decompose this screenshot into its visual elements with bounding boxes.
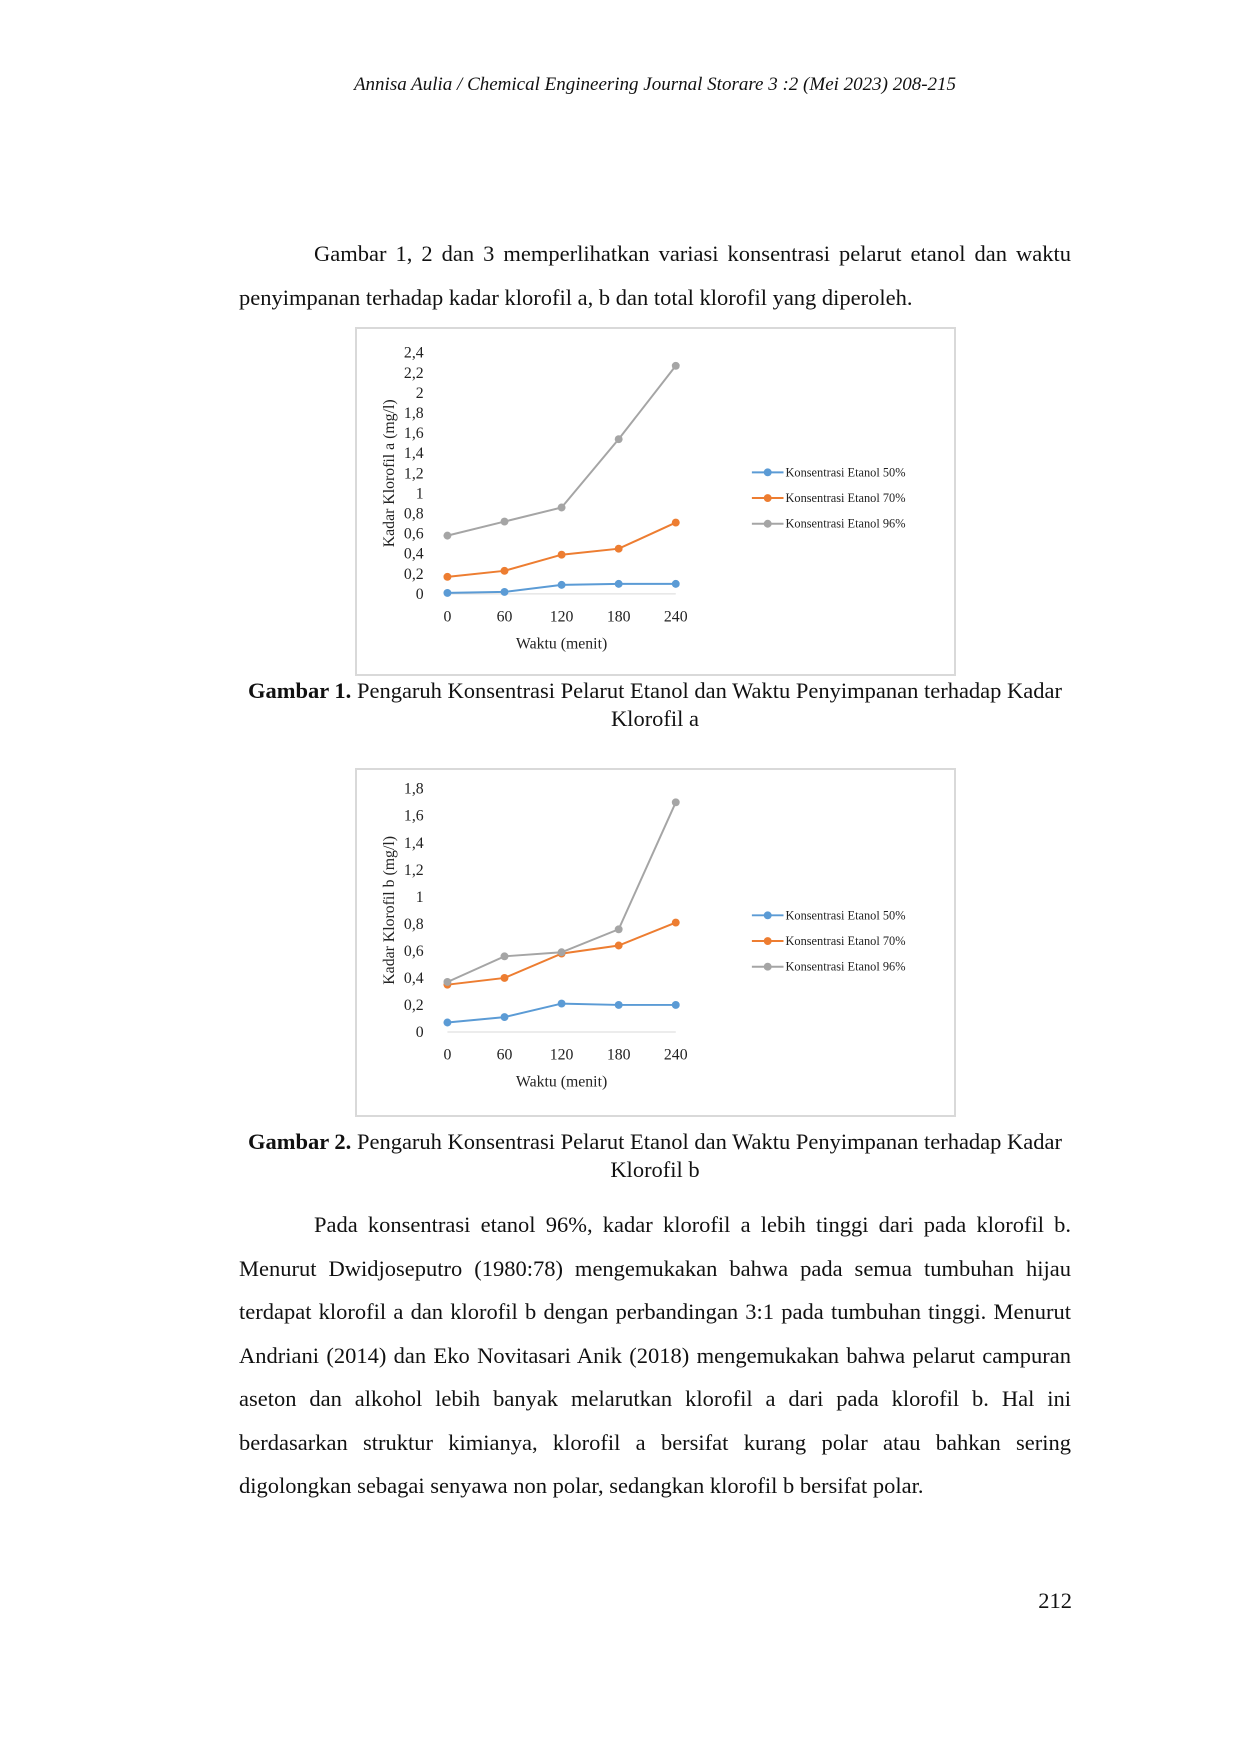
data-point [671, 918, 680, 927]
data-point [500, 973, 509, 982]
y-tick-label: 0 [416, 1024, 424, 1041]
data-point [557, 948, 566, 957]
y-tick-label: 1,2 [404, 862, 424, 879]
y-tick-label: 1,8 [404, 781, 424, 798]
data-point [443, 531, 452, 540]
x-tick-label: 60 [497, 609, 513, 626]
data-point [614, 925, 623, 934]
legend-label: Konsentrasi Etanol 50% [785, 465, 905, 479]
y-tick-label: 0,8 [404, 916, 424, 933]
y-tick-label: 0,8 [404, 505, 424, 522]
x-tick-label: 180 [607, 1047, 631, 1064]
x-axis-title: Waktu (menit) [516, 1073, 607, 1090]
y-tick-label: 0,6 [404, 526, 424, 543]
legend-marker [763, 494, 772, 502]
data-point [443, 1018, 452, 1027]
chart-1-svg: 0 0,2 0,4 0,6 0,8 1 1,2 1,4 1,6 1,8 2 2,2 2,4 0 60 120 1… [381, 345, 905, 653]
x-axis-title: Waktu (menit) [516, 635, 607, 652]
data-point [500, 1013, 509, 1022]
y-tick-label: 1,2 [404, 465, 424, 482]
y-tick-label: 2,4 [404, 345, 424, 362]
legend-marker [763, 937, 772, 945]
data-point [500, 952, 509, 961]
data-point [557, 580, 566, 589]
data-point [614, 544, 623, 553]
data-point [443, 588, 452, 597]
data-point [614, 579, 623, 588]
figure-2-caption: Gambar 2. Pengaruh Konsentrasi Pelarut E… [247, 1129, 1063, 1182]
data-point [614, 941, 623, 950]
legend-label: Konsentrasi Etanol 96% [785, 960, 905, 974]
y-tick-label: 0 [416, 586, 424, 603]
legend-marker [763, 911, 772, 920]
data-point [671, 579, 680, 588]
data-point [443, 572, 452, 581]
y-tick-label: 1,4 [404, 835, 424, 852]
legend-marker [763, 468, 772, 477]
legend-label: Konsentrasi Etanol 96% [785, 517, 905, 531]
y-tick-label: 1 [416, 485, 424, 502]
data-point [500, 566, 509, 575]
y-tick-label: 2,2 [404, 365, 424, 382]
y-tick-label: 2 [416, 385, 424, 402]
data-point [671, 518, 680, 527]
figure-2-chart: 0 0,2 0,4 0,6 0,8 1 1,2 1,4 1,6 1,8 0 60 120 180 240 Wa… [355, 768, 956, 1117]
legend-label: Konsentrasi Etanol 50% [785, 908, 905, 922]
data-point [557, 550, 566, 559]
legend-label: Konsentrasi Etanol 70% [785, 934, 905, 948]
legend-marker [763, 519, 772, 528]
data-point [500, 517, 509, 526]
running-header: Annisa Aulia / Chemical Engineering Jour… [353, 74, 957, 95]
data-point [443, 978, 452, 986]
y-tick-label: 0,4 [404, 970, 424, 987]
body-paragraph: Pada konsentrasi etanol 96%, kadar kloro… [239, 1212, 1071, 1498]
x-tick-label: 240 [664, 609, 688, 626]
data-point [671, 798, 680, 807]
x-tick-label: 0 [443, 1047, 451, 1064]
y-tick-label: 0,2 [404, 566, 424, 583]
y-tick-label: 1,8 [404, 405, 424, 422]
figure-1-caption: Gambar 1. Pengaruh Konsentrasi Pelarut E… [247, 678, 1063, 731]
chart-2-svg: 0 0,2 0,4 0,6 0,8 1 1,2 1,4 1,6 1,8 0 60 120 180 240 Wa… [381, 781, 905, 1091]
page-number: 212 [1038, 1588, 1072, 1613]
y-tick-label: 1 [416, 889, 424, 906]
y-axis-title: Kadar Klorofil b (mg/l) [381, 836, 398, 985]
data-point [500, 587, 509, 596]
intro-paragraph: Gambar 1, 2 dan 3 memperlihatkan variasi… [239, 241, 1071, 310]
y-tick-label: 1,6 [404, 425, 424, 442]
x-tick-label: 0 [443, 609, 451, 626]
x-tick-label: 60 [497, 1047, 513, 1064]
data-point [671, 361, 680, 370]
series-line [447, 521, 677, 578]
data-point [614, 435, 623, 444]
x-tick-label: 180 [607, 609, 631, 626]
figure-1-chart: 0 0,2 0,4 0,6 0,8 1 1,2 1,4 1,6 1,8 2 2,2 2,4 0 60 120 1… [355, 327, 956, 676]
y-tick-label: 1,6 [404, 808, 424, 825]
y-tick-label: 0,6 [404, 943, 424, 960]
data-point [557, 999, 566, 1008]
data-point [671, 1000, 680, 1009]
data-point [614, 1000, 623, 1009]
y-tick-label: 0,4 [404, 546, 424, 563]
x-tick-label: 240 [664, 1047, 688, 1064]
data-point [557, 503, 566, 512]
y-tick-label: 1,4 [404, 445, 424, 462]
legend-marker [763, 962, 772, 971]
x-tick-label: 120 [550, 609, 574, 626]
y-axis-title: Kadar Klorofil a (mg/l) [381, 399, 398, 547]
legend-label: Konsentrasi Etanol 70% [785, 491, 905, 505]
y-tick-label: 0,2 [404, 997, 424, 1014]
x-tick-label: 120 [550, 1047, 574, 1064]
